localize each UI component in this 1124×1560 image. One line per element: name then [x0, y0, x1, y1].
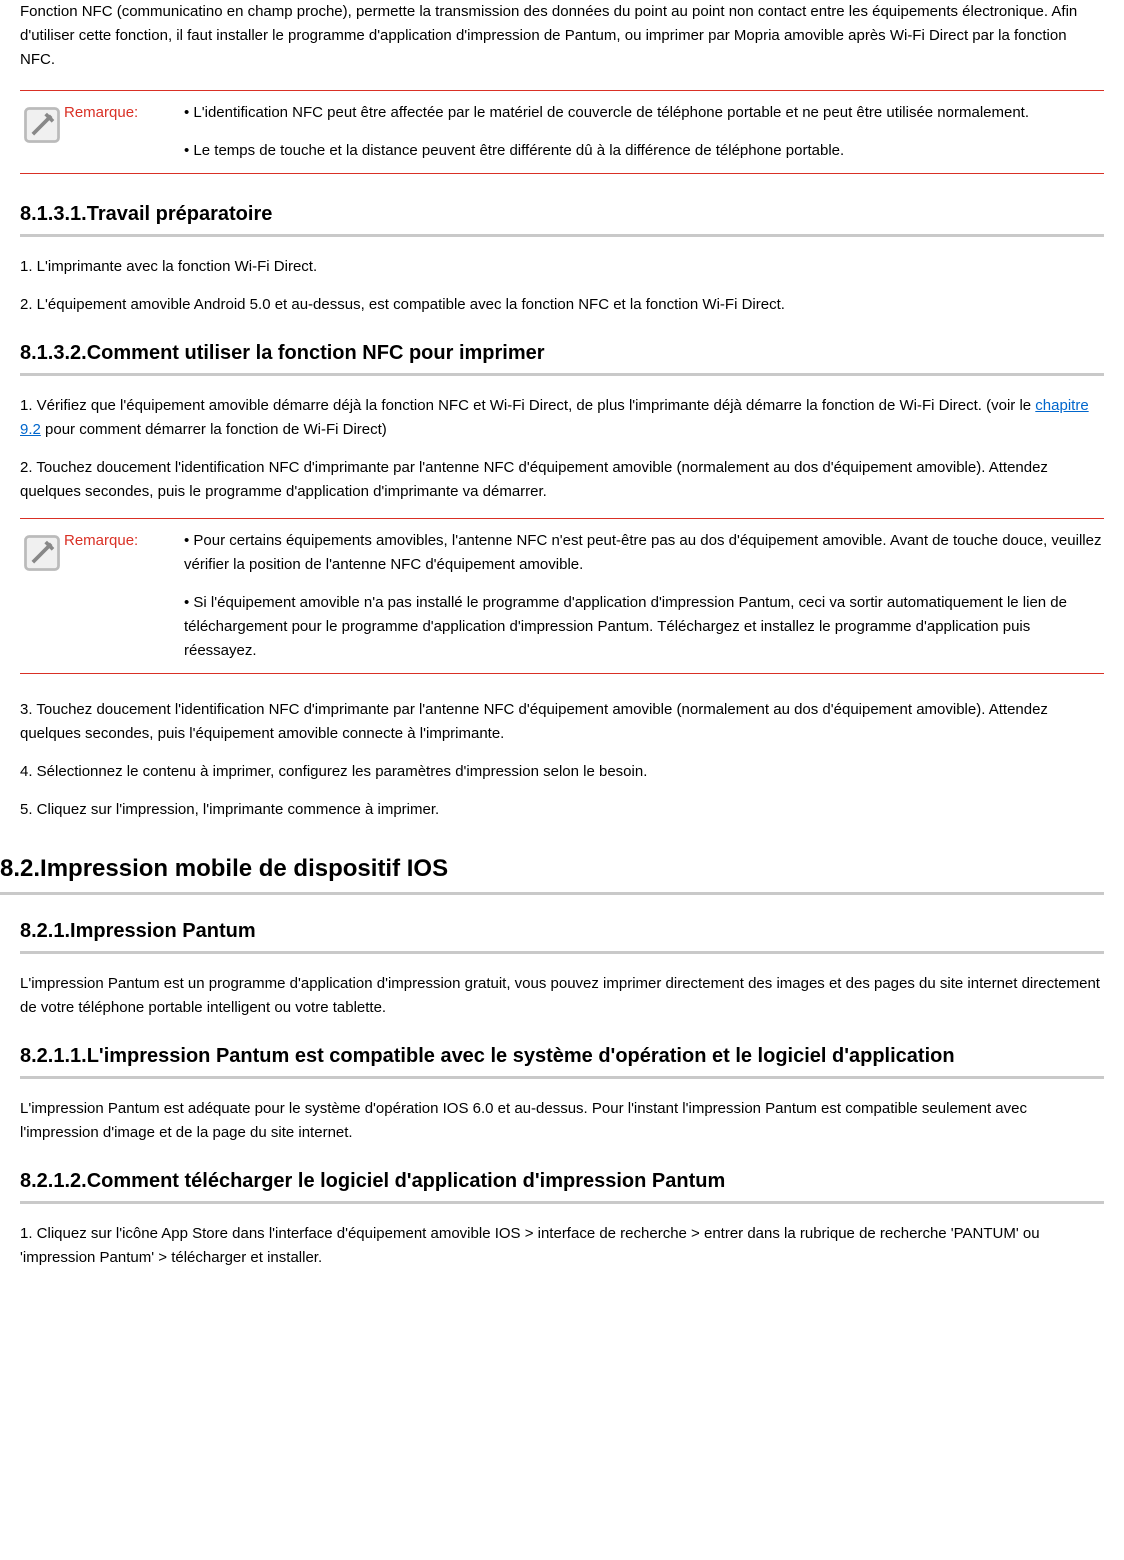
heading-8-2-1: 8.2.1.Impression Pantum: [20, 915, 1104, 947]
note-label: Remarque:: [64, 529, 184, 553]
heading-rule: [20, 1201, 1104, 1204]
note-bullet: • Pour certains équipements amovibles, l…: [184, 529, 1104, 577]
heading-8-1-3-2: 8.1.3.2.Comment utiliser la fonction NFC…: [20, 337, 1104, 369]
list-item: 1. L'imprimante avec la fonction Wi-Fi D…: [20, 255, 1104, 279]
heading-rule: [20, 951, 1104, 954]
note-icon: [20, 529, 64, 583]
heading-rule: [0, 892, 1104, 895]
paragraph: L'impression Pantum est un programme d'a…: [20, 972, 1104, 1020]
note-bullet: • Le temps de touche et la distance peuv…: [184, 139, 1104, 163]
list-item: 1. Vérifiez que l'équipement amovible dé…: [20, 394, 1104, 442]
heading-8-2-1-1: 8.2.1.1.L'impression Pantum est compatib…: [20, 1040, 1104, 1072]
heading-rule: [20, 373, 1104, 376]
note-label: Remarque:: [64, 101, 184, 125]
list-item: 2. Touchez doucement l'identification NF…: [20, 456, 1104, 504]
list-item: 2. L'équipement amovible Android 5.0 et …: [20, 293, 1104, 317]
note-block-1: Remarque: • L'identification NFC peut êt…: [20, 90, 1104, 174]
intro-paragraph: Fonction NFC (communicatino en champ pro…: [20, 0, 1104, 72]
note-body: • L'identification NFC peut être affecté…: [184, 101, 1104, 163]
heading-rule: [20, 234, 1104, 237]
paragraph: L'impression Pantum est adéquate pour le…: [20, 1097, 1104, 1145]
list-item: 1. Cliquez sur l'icône App Store dans l'…: [20, 1222, 1104, 1270]
heading-8-2: 8.2.Impression mobile de dispositif IOS: [0, 850, 1104, 888]
text: 1. Vérifiez que l'équipement amovible dé…: [20, 397, 1035, 414]
note-bullet: • Si l'équipement amovible n'a pas insta…: [184, 591, 1104, 663]
heading-8-2-1-2: 8.2.1.2.Comment télécharger le logiciel …: [20, 1165, 1104, 1197]
list-item: 4. Sélectionnez le contenu à imprimer, c…: [20, 760, 1104, 784]
note-icon: [20, 101, 64, 155]
heading-8-1-3-1: 8.1.3.1.Travail préparatoire: [20, 198, 1104, 230]
note-bullet: • L'identification NFC peut être affecté…: [184, 101, 1104, 125]
note-block-2: Remarque: • Pour certains équipements am…: [20, 518, 1104, 674]
heading-rule: [20, 1076, 1104, 1079]
note-body: • Pour certains équipements amovibles, l…: [184, 529, 1104, 663]
list-item: 3. Touchez doucement l'identification NF…: [20, 698, 1104, 746]
text: pour comment démarrer la fonction de Wi-…: [41, 421, 387, 438]
list-item: 5. Cliquez sur l'impression, l'imprimant…: [20, 798, 1104, 822]
